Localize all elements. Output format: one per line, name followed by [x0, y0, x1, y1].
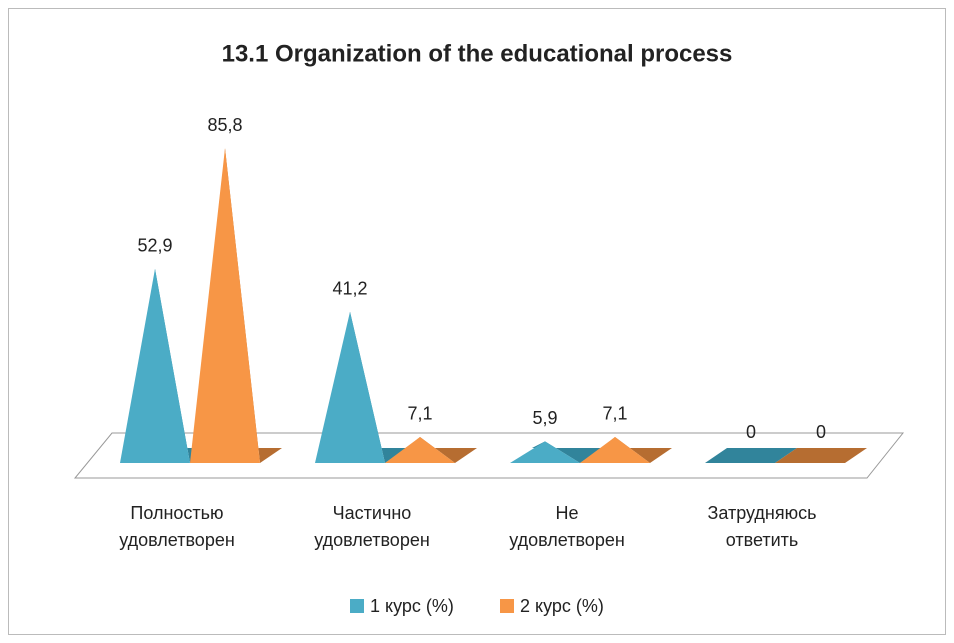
x-tick-label: Затрудняюсь ответить [707, 503, 817, 550]
x-tick-label: Не удовлетворен [509, 503, 625, 550]
chart-title: 13.1 Organization of the educational pro… [222, 40, 733, 67]
pyramid [120, 268, 212, 463]
legend-label: 1 курс (%) [370, 596, 454, 616]
pyramid [385, 436, 477, 463]
legend-swatch [350, 599, 364, 613]
legend-label: 2 курс (%) [520, 596, 604, 616]
data-label: 52,9 [137, 236, 172, 256]
data-label: 0 [816, 422, 826, 442]
chart-border [8, 8, 946, 635]
x-tick-label: Частично удовлетворен [314, 503, 430, 550]
pyramid [190, 148, 282, 463]
data-label: 7,1 [602, 404, 627, 424]
pyramid [580, 436, 672, 463]
pyramid [315, 311, 407, 463]
legend-swatch [500, 599, 514, 613]
x-tick-label: Полностью удовлетворен [119, 503, 235, 550]
data-label: 7,1 [407, 404, 432, 424]
data-label: 5,9 [532, 408, 557, 428]
pyramid [510, 441, 602, 463]
data-label: 0 [746, 422, 756, 442]
data-label: 85,8 [207, 115, 242, 135]
floor [73, 432, 905, 479]
pyramid [705, 448, 797, 463]
data-label: 41,2 [332, 279, 367, 299]
pyramid [775, 448, 867, 463]
